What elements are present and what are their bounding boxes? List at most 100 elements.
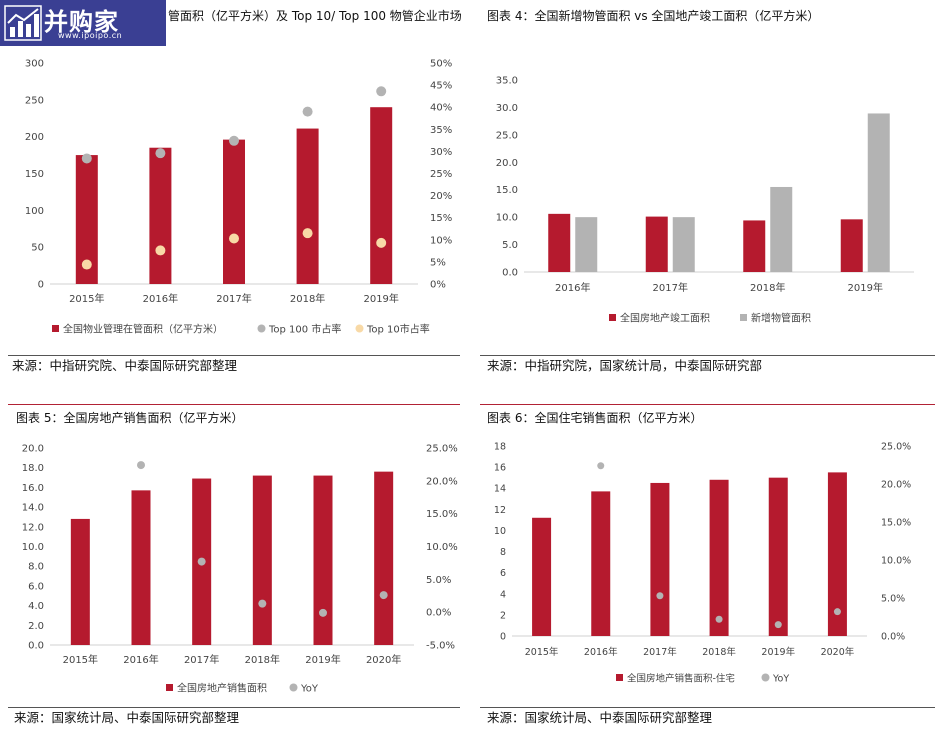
bar [70, 518, 90, 645]
x-tick-label: 2016年 [584, 646, 618, 658]
x-tick-label: 2020年 [366, 653, 401, 666]
chart-title: 管面积（亿平方米）及 Top 10/ Top 100 物管企业市场 [168, 9, 462, 23]
data-point [155, 148, 166, 159]
legend-swatch [257, 324, 266, 333]
y2-tick-label: 0.0% [881, 632, 905, 643]
chart-title: 图表 5：全国房地产销售面积（亿平方米） [16, 411, 244, 425]
y-tick-label: 12.0 [22, 522, 44, 533]
x-tick-label: 2018年 [245, 653, 280, 666]
bar [75, 155, 98, 284]
data-point [229, 135, 239, 146]
y2-tick-label: 30% [430, 147, 452, 158]
bar [370, 107, 393, 284]
y-tick-label: 16 [494, 463, 506, 474]
data-point [376, 237, 387, 248]
y2-tick-label: 50% [430, 59, 452, 70]
bar [672, 217, 695, 272]
legend-swatch [761, 673, 770, 682]
y-tick-label: 18 [494, 442, 506, 453]
chart-panel-4: 图表 6：全国住宅销售面积（亿平方米） 0 2 4 6 8 10 12 14 16 18 0.0% 5… [470, 402, 935, 731]
legend-label: 全国房地产竣工面积 [620, 312, 710, 325]
data-point [81, 259, 92, 270]
chart-panel-3: 图表 5：全国房地产销售面积（亿平方米） 0.0 2.0 4.0 6.0 8.0 10.0… [0, 402, 470, 731]
x-tick-label: 2017年 [653, 281, 688, 294]
y-tick-label: 20.0 [22, 444, 44, 455]
y2-tick-label: 10% [430, 235, 452, 246]
x-tick-label: 2019年 [363, 292, 398, 305]
y-tick-label: 8 [500, 547, 506, 558]
data-point [229, 233, 239, 244]
y-tick-label: 25.0 [496, 130, 518, 141]
y-tick-label: 18.0 [22, 463, 44, 474]
legend-swatch [52, 325, 59, 332]
y2-tick-label: 40% [430, 103, 452, 114]
bar [575, 217, 598, 272]
bar [645, 216, 668, 272]
y-tick-label: 14 [494, 484, 506, 495]
data-point [597, 462, 605, 470]
y-tick-label: 10.0 [22, 542, 44, 553]
legend-swatch [740, 314, 747, 321]
data-point [656, 592, 664, 600]
bar [296, 128, 319, 284]
y2-tick-label: 10.0% [881, 556, 911, 567]
bar [131, 490, 151, 645]
y-tick-label: 250 [25, 95, 44, 106]
y-tick-label: 300 [25, 59, 44, 70]
chart-source: 来源：国家统计局、中泰国际研究部整理 [14, 710, 240, 725]
legend-label: 新增物管面积 [751, 312, 811, 325]
bar [591, 491, 611, 636]
y-tick-label: 35.0 [496, 76, 518, 87]
y-tick-label: 16.0 [22, 483, 44, 494]
divider [8, 404, 460, 405]
data-point [81, 153, 92, 164]
y2-tick-label: 5% [430, 257, 446, 268]
chart-panel-1: 管面积（亿平方米）及 Top 10/ Top 100 物管企业市场 0 50 100… [0, 0, 470, 380]
divider [480, 404, 935, 405]
chart-svg: 0.0 5.0 10.0 15.0 20.0 25.0 30.0 35.0 2016年 2017年… [496, 76, 914, 325]
x-tick-label: 2017年 [643, 646, 677, 658]
legend-swatch [616, 674, 623, 681]
bar [149, 147, 172, 284]
chart-svg: 0 2 4 6 8 10 12 14 16 18 0.0% 5.0% 10.0% 15.0% 20.0% 25… [494, 442, 911, 685]
divider [8, 355, 460, 356]
legend-label: Top 10市占率 [366, 323, 430, 336]
bar [709, 479, 729, 636]
chart-title: 图表 6：全国住宅销售面积（亿平方米） [487, 411, 703, 425]
legend-swatch [166, 684, 173, 691]
x-tick-label: 2019年 [761, 646, 795, 658]
y2-tick-label: 15.0% [426, 509, 458, 520]
y2-tick-label: 25% [430, 169, 452, 180]
x-tick-label: 2017年 [184, 653, 219, 666]
chart-panel-2: 图表 4：全国新增物管面积 vs 全国地产竣工面积（亿平方米） 0.0 5.0 10… [470, 0, 935, 380]
logo-url: www.ipoipo.cn [58, 31, 123, 40]
data-point [774, 621, 782, 629]
y-tick-label: 100 [25, 206, 44, 217]
bar [374, 471, 394, 645]
y2-tick-label: 15% [430, 213, 452, 224]
bar [867, 113, 890, 272]
legend-label: YoY [772, 674, 789, 685]
data-point [376, 86, 387, 97]
y2-tick-label: 20% [430, 191, 452, 202]
legend-swatch [355, 324, 364, 333]
x-tick-label: 2015年 [525, 646, 559, 658]
y2-tick-label: 20.0% [881, 480, 911, 491]
bar [313, 475, 333, 645]
y2-tick-label: 25.0% [426, 444, 458, 455]
y2-tick-label: 5.0% [426, 575, 451, 586]
x-tick-label: 2019年 [305, 653, 340, 666]
x-tick-label: 2015年 [63, 653, 98, 666]
y-tick-label: 0.0 [28, 641, 44, 652]
legend-label: 全国物业管理在管面积（亿平方米） [63, 323, 223, 336]
data-point [833, 608, 841, 616]
y-tick-label: 30.0 [496, 103, 518, 114]
y-tick-label: 4.0 [28, 601, 44, 612]
x-tick-label: 2019年 [848, 281, 883, 294]
y-tick-label: 150 [25, 169, 44, 180]
y-tick-label: 14.0 [22, 503, 44, 514]
y2-tick-label: 5.0% [881, 594, 905, 605]
y-tick-label: 50 [31, 243, 44, 254]
chart-svg: 0.0 2.0 4.0 6.0 8.0 10.0 12.0 14.0 16.0 18.0 20.0 -… [22, 444, 458, 695]
y-tick-label: 8.0 [28, 562, 44, 573]
